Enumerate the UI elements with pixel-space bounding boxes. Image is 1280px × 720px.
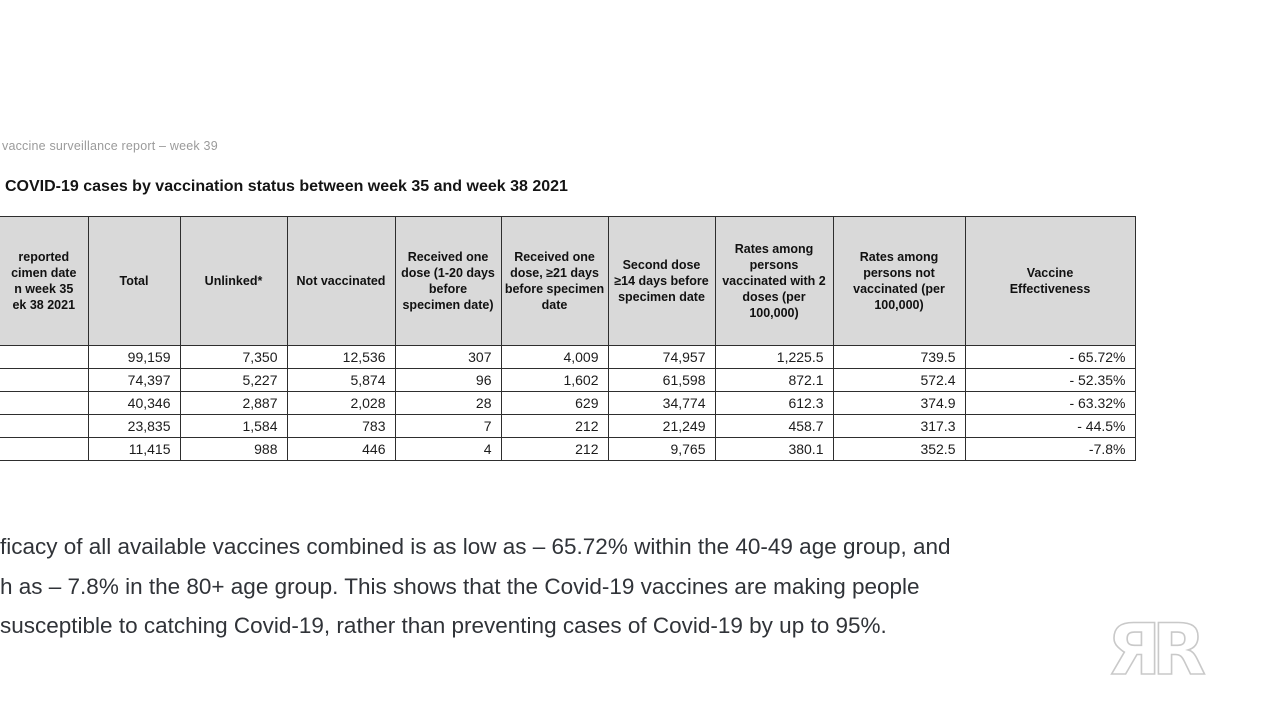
column-header-rates-vaccinated: Rates among persons vaccinated with 2 do…: [714, 216, 834, 346]
table-cell: 1,225.5: [714, 345, 834, 369]
table-cell: 872.1: [714, 368, 834, 392]
table-row: 23,835 1,584 783 7 212 21,249 458.7 317.…: [0, 414, 1136, 438]
table-cell: 61,598: [607, 368, 716, 392]
table-cell: 2,028: [286, 391, 396, 415]
report-source-line: vaccine surveillance report – week 39: [2, 139, 218, 153]
table-cell: [0, 345, 89, 369]
paragraph-line: h as – 7.8% in the 80+ age group. This s…: [0, 573, 920, 599]
table-cell: 307: [394, 345, 502, 369]
table-row: 99,159 7,350 12,536 307 4,009 74,957 1,2…: [0, 345, 1136, 369]
column-header-not-vaccinated: Not vaccinated: [286, 216, 396, 346]
header-row: reported cimen date n week 35 ek 38 2021…: [0, 216, 1136, 346]
table-cell: 572.4: [832, 368, 966, 392]
table-cell: 4: [394, 437, 502, 461]
table-cell: 96: [394, 368, 502, 392]
table-cell: 7: [394, 414, 502, 438]
table-row: 11,415 988 446 4 212 9,765 380.1 352.5 -…: [0, 437, 1136, 461]
paragraph-line: ficacy of all available vaccines combine…: [0, 534, 951, 559]
table-cell: 5,874: [286, 368, 396, 392]
table-cell: 74,397: [87, 368, 181, 392]
commentary-paragraph: ficacy of all available vaccines combine…: [0, 527, 1180, 646]
table-cell: 34,774: [607, 391, 716, 415]
column-header-one-dose-21: Received one dose, ≥21 days before speci…: [500, 216, 609, 346]
table-cell: 11,415: [87, 437, 181, 461]
table-cell: 1,602: [500, 368, 609, 392]
column-header-total: Total: [87, 216, 181, 346]
column-header-one-dose-1-20: Received one dose (1-20 days before spec…: [394, 216, 502, 346]
table-cell: [0, 391, 89, 415]
table-cell: 99,159: [87, 345, 181, 369]
table-row: 74,397 5,227 5,874 96 1,602 61,598 872.1…: [0, 368, 1136, 392]
table-cell: [0, 437, 89, 461]
column-header-vaccine-effectiveness: Vaccine Effectiveness: [964, 216, 1136, 346]
table-cell: 212: [500, 414, 609, 438]
page-title: COVID-19 cases by vaccination status bet…: [5, 178, 568, 195]
rr-watermark-logo-icon: ЯR: [1106, 618, 1215, 682]
table-cell: 783: [286, 414, 396, 438]
table-cell: 380.1: [714, 437, 834, 461]
table-cell: 612.3: [714, 391, 834, 415]
vaccine-effectiveness-cell: - 63.32%: [964, 391, 1136, 415]
table-cell: 374.9: [832, 391, 966, 415]
table-cell: 23,835: [87, 414, 181, 438]
table-cell: [0, 368, 89, 392]
table-cell: 212: [500, 437, 609, 461]
table-cell: 28: [394, 391, 502, 415]
table-cell: 40,346: [87, 391, 181, 415]
vaccine-effectiveness-cell: - 44.5%: [964, 414, 1136, 438]
table-cell: 74,957: [607, 345, 716, 369]
vaccine-effectiveness-cell: - 52.35%: [964, 368, 1136, 392]
table-cell: 458.7: [714, 414, 834, 438]
table-cell: 352.5: [832, 437, 966, 461]
table-cell: 988: [179, 437, 288, 461]
table-cell: 21,249: [607, 414, 716, 438]
column-header-cases-reported: reported cimen date n week 35 ek 38 2021: [0, 216, 89, 346]
logo-glyphs: ЯR: [1107, 618, 1205, 682]
table-cell: 2,887: [179, 391, 288, 415]
table-cell: 5,227: [179, 368, 288, 392]
table-cell: 9,765: [607, 437, 716, 461]
table-cell: 629: [500, 391, 609, 415]
table-cell: 739.5: [832, 345, 966, 369]
vaccine-effectiveness-cell: -7.8%: [964, 437, 1136, 461]
column-header-unlinked: Unlinked*: [179, 216, 288, 346]
column-header-rates-not-vaccinated: Rates among persons not vaccinated (per …: [832, 216, 966, 346]
cases-table: reported cimen date n week 35 ek 38 2021…: [0, 216, 1136, 461]
table-cell: 1,584: [179, 414, 288, 438]
table-cell: [0, 414, 89, 438]
table-cell: 446: [286, 437, 396, 461]
table-cell: 12,536: [286, 345, 396, 369]
paragraph-line: susceptible to catching Covid-19, rather…: [0, 613, 887, 638]
table-cell: 4,009: [500, 345, 609, 369]
column-header-second-dose-14: Second dose ≥14 days before specimen dat…: [607, 216, 716, 346]
table-cell: 317.3: [832, 414, 966, 438]
table-cell: 7,350: [179, 345, 288, 369]
vaccine-effectiveness-cell: - 65.72%: [964, 345, 1136, 369]
table-row: 40,346 2,887 2,028 28 629 34,774 612.3 3…: [0, 391, 1136, 415]
